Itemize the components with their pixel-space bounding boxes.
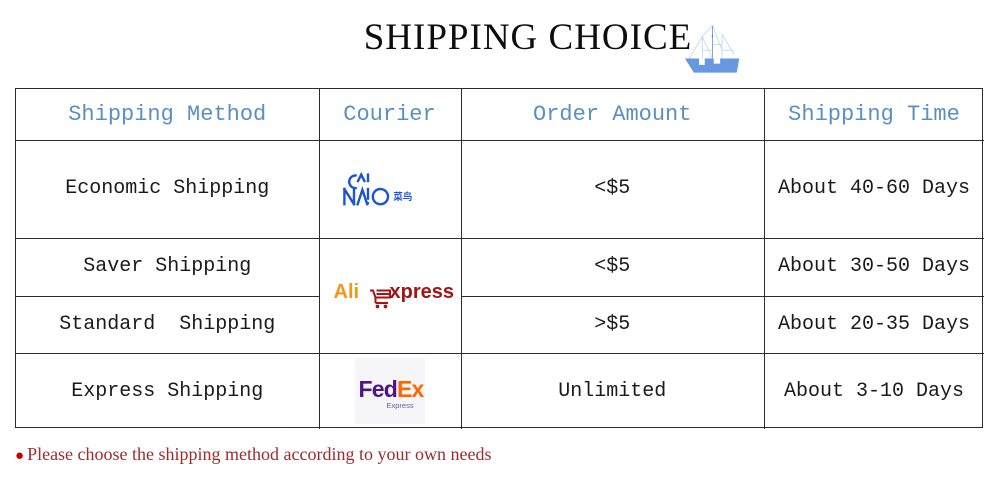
svg-text:菜鸟: 菜鸟 xyxy=(393,189,412,203)
